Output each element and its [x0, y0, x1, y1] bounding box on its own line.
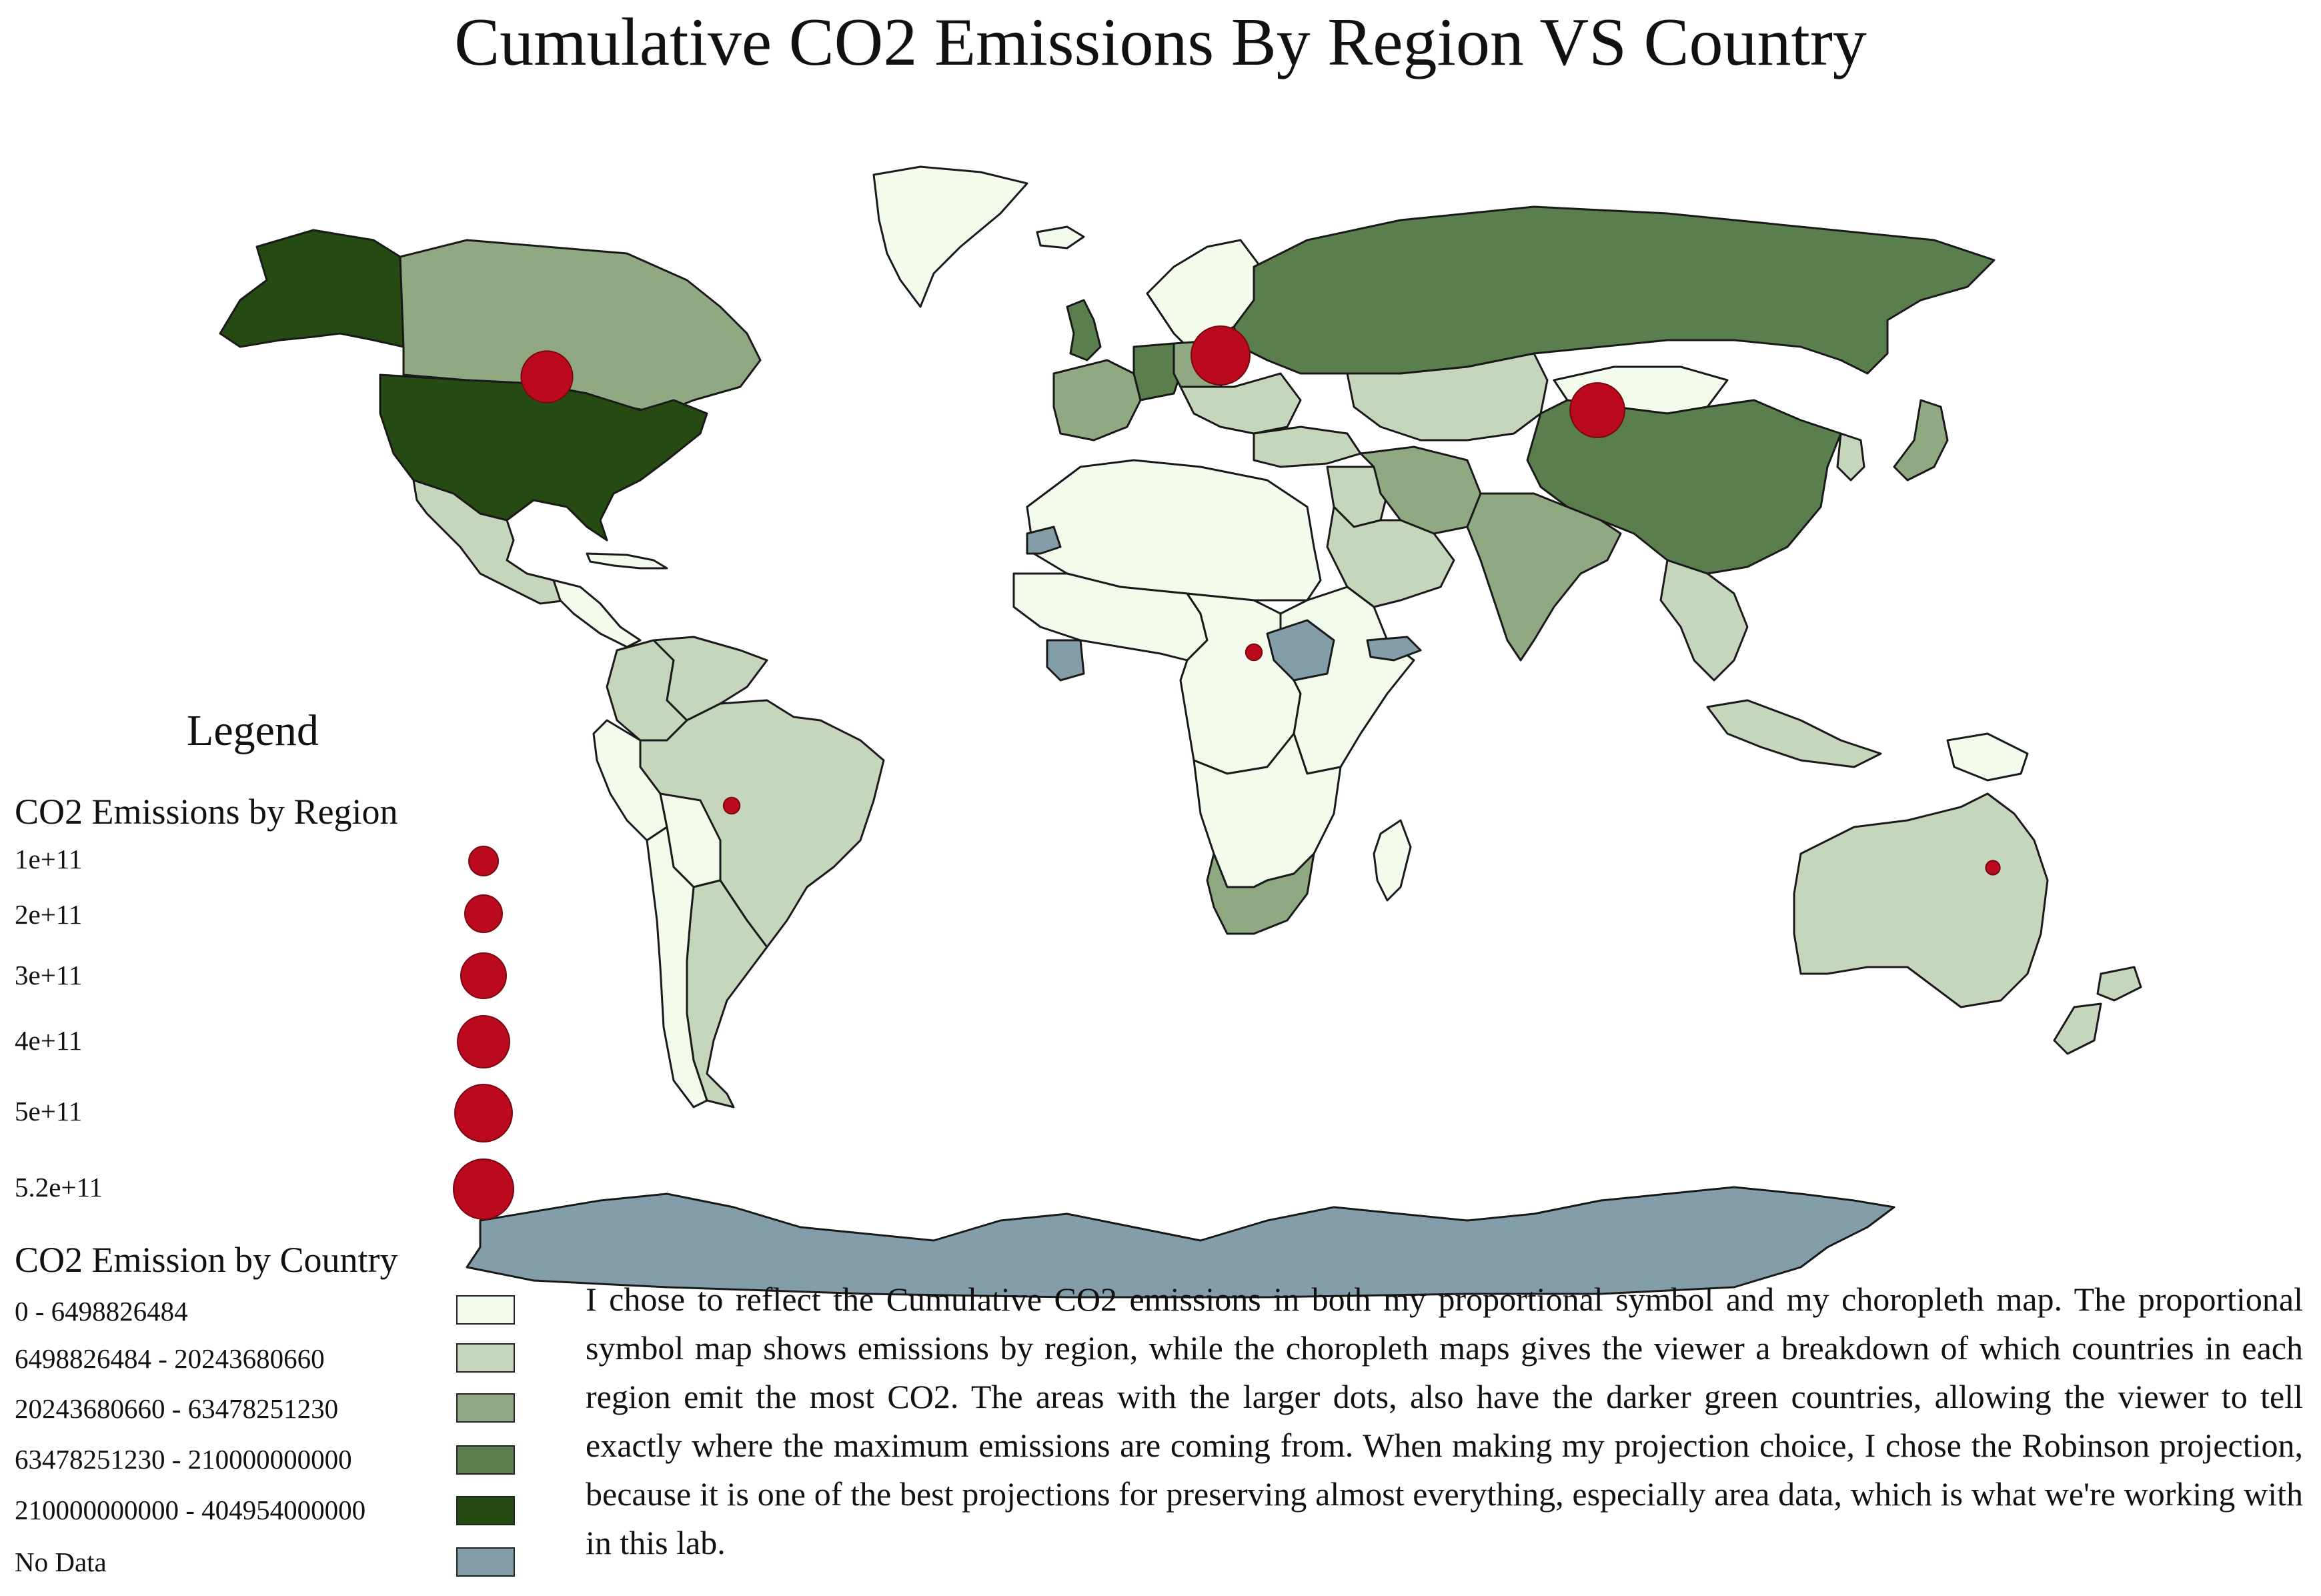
- country-papua-new-guinea: [1946, 732, 2029, 782]
- country-ivory-coast: [1046, 639, 1085, 682]
- country-southeast-asia: [1659, 559, 1749, 682]
- region-size-dot: [464, 894, 503, 933]
- country-venezuela: [652, 636, 768, 722]
- region-symbols: [520, 325, 2001, 876]
- region-legend-heading: CO2 Emissions by Region: [15, 792, 398, 832]
- region-size-dot: [460, 952, 507, 999]
- country-east-africa: [1279, 586, 1415, 775]
- region-symbol-south-america: [722, 796, 741, 815]
- country-united-kingdom: [1066, 299, 1102, 361]
- region-symbol-oceania: [1985, 860, 2001, 876]
- country-central-america: [552, 579, 642, 648]
- country-eastern-europe: [1179, 372, 1302, 435]
- country-japan: [1893, 399, 1949, 482]
- legend-title: Legend: [187, 706, 319, 755]
- country-turkey: [1253, 426, 1362, 468]
- country-greenland: [872, 165, 1028, 308]
- country-india: [1466, 492, 1622, 662]
- country-antarctica: [466, 1186, 1895, 1299]
- region-size-dot: [453, 1158, 514, 1220]
- class-label: 210000000000 - 404954000000: [15, 1495, 366, 1525]
- country-madagascar: [1373, 819, 1412, 902]
- country-iran: [1359, 446, 1482, 535]
- country-indonesia: [1706, 699, 1882, 768]
- country-korea: [1836, 432, 1865, 482]
- region-size-label: 1e+11: [15, 844, 83, 874]
- country-chile: [646, 826, 708, 1108]
- region-size-label: 5.2e+11: [15, 1172, 103, 1203]
- country-somaliland: [1366, 636, 1422, 662]
- map-title: Cumulative CO2 Emissions By Region VS Co…: [454, 5, 1867, 80]
- country-legend-heading: CO2 Emission by Country: [15, 1240, 398, 1280]
- region-symbol-africa: [1245, 643, 1263, 662]
- country-polygons: [219, 165, 2142, 1299]
- region-size-dot: [457, 1015, 510, 1068]
- region-symbol-north-america: [520, 350, 574, 404]
- class-swatch: [456, 1343, 515, 1373]
- country-kazakhstan: [1346, 352, 1549, 442]
- country-russia: [1233, 205, 1996, 375]
- class-swatch: [456, 1445, 515, 1475]
- description-text: I chose to reflect the Cumulative CO2 em…: [586, 1281, 2303, 1561]
- class-swatch: [456, 1295, 515, 1325]
- country-caribbean: [586, 552, 668, 570]
- region-symbol-asia: [1569, 382, 1625, 438]
- country-western-sahara: [1026, 526, 1062, 555]
- class-swatch: [456, 1393, 515, 1423]
- class-label: 63478251230 - 210000000000: [15, 1444, 352, 1475]
- class-label: 0 - 6498826484: [15, 1296, 188, 1327]
- country-alaska: [219, 229, 405, 348]
- class-label: No Data: [15, 1547, 107, 1577]
- country-south-sudan: [1266, 619, 1335, 682]
- country-iceland: [1036, 225, 1085, 249]
- region-size-label: 5e+11: [15, 1096, 83, 1126]
- region-size-label: 4e+11: [15, 1025, 83, 1056]
- country-south-africa: [1206, 852, 1315, 935]
- region-size-label: 3e+11: [15, 960, 83, 990]
- class-swatch: [456, 1496, 515, 1525]
- region-size-dot: [468, 846, 499, 876]
- region-size-dot: [454, 1084, 513, 1142]
- region-symbol-europe: [1191, 325, 1251, 385]
- region-size-label: 2e+11: [15, 899, 83, 930]
- country-saudi-arabia: [1326, 506, 1455, 608]
- country-new-zealand: [2053, 966, 2142, 1055]
- country-western-europe: [1052, 359, 1142, 442]
- class-label: 20243680660 - 63478251230: [15, 1393, 339, 1424]
- class-swatch: [456, 1547, 515, 1577]
- class-label: 6498826484 - 20243680660: [15, 1343, 325, 1374]
- country-australia: [1793, 792, 2049, 1008]
